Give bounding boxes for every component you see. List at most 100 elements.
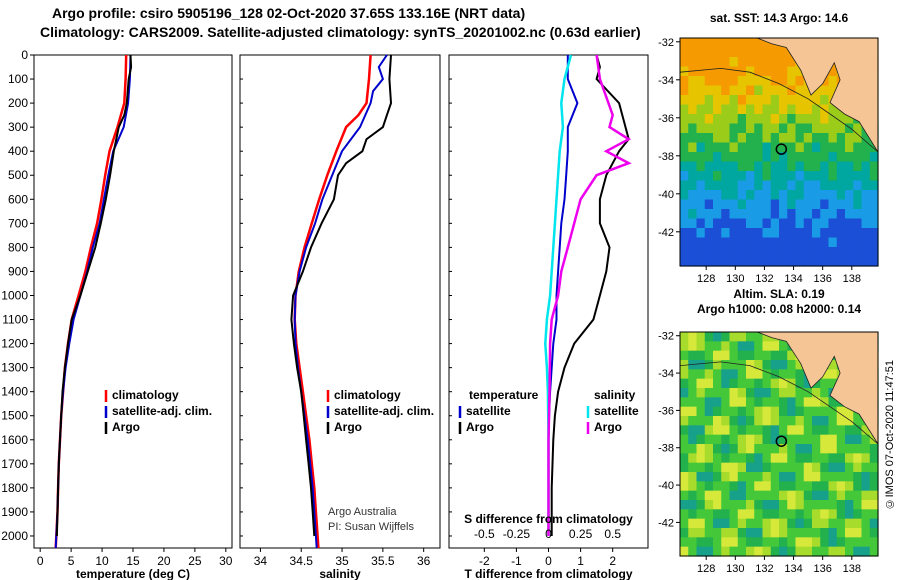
map-cell (853, 190, 863, 201)
map-cell (836, 406, 846, 417)
map-cell (787, 397, 797, 408)
map-cell (680, 114, 689, 125)
map-cell (721, 228, 731, 239)
map-cell (770, 104, 780, 115)
map-cell (688, 57, 698, 68)
map-cell (853, 546, 863, 557)
map-cell (812, 114, 821, 125)
map-cell (729, 133, 739, 144)
map-cell (713, 434, 722, 445)
map-cell (680, 228, 689, 239)
map-cell (853, 416, 863, 426)
map-cell (696, 332, 706, 342)
map-cell (696, 509, 706, 520)
title-line1: Argo profile: csiro 5905196_128 02-Oct-2… (52, 5, 526, 21)
map-cell (746, 453, 755, 464)
map-cell (737, 472, 747, 482)
map-cell (836, 509, 846, 520)
lon-tick-label: 134 (784, 563, 802, 575)
map-cell (803, 95, 813, 106)
map-cell (737, 434, 747, 445)
map-cell (795, 104, 805, 115)
map-cell (795, 228, 805, 239)
map-cell (803, 406, 813, 417)
map-cell (688, 237, 698, 248)
map-cell (729, 256, 739, 267)
map-cell (746, 218, 755, 229)
map-cell (696, 537, 706, 548)
map-cell (795, 161, 805, 172)
map-cell (812, 490, 821, 501)
map-cell (836, 152, 846, 163)
map-cell (836, 218, 846, 229)
map-cell (713, 369, 722, 380)
map-cell (787, 57, 797, 68)
map-cell (746, 360, 755, 370)
map-cell (713, 237, 722, 248)
map-cell (770, 350, 780, 361)
map-cell (729, 152, 739, 163)
map-cell (770, 114, 780, 125)
map-cell (845, 453, 854, 464)
map-cell (812, 209, 821, 220)
map-cell (737, 388, 747, 398)
map-cell (746, 434, 755, 445)
map-cell (696, 66, 706, 77)
map-cell (754, 180, 764, 191)
series-line-satellite-adj-clim- (293, 54, 388, 549)
map-cell (795, 416, 805, 426)
map-cell (812, 425, 821, 436)
map-cell (795, 462, 805, 473)
map-cell (770, 481, 780, 492)
map-cell (688, 360, 698, 370)
argo-marker (775, 143, 788, 155)
map-cell (696, 152, 706, 163)
map-cell (820, 104, 830, 115)
map-cell (803, 490, 813, 501)
map-cell (828, 378, 838, 389)
x-tick-label: 0 (545, 554, 552, 568)
map-cell (853, 247, 863, 258)
map-cell (680, 378, 689, 389)
map-cell (787, 481, 797, 492)
map-cell (770, 537, 780, 548)
legend-temp-header: temperature (469, 388, 539, 402)
map-cell (680, 462, 689, 473)
map-cell (746, 190, 755, 201)
map-cell (770, 453, 780, 464)
y-tick-label: 1500 (1, 409, 28, 423)
lat-tick-label: -42 (658, 517, 674, 529)
map-cell (721, 209, 731, 220)
map-cell (680, 472, 689, 482)
x-tick-label: 10 (95, 554, 109, 568)
map-cell (688, 161, 698, 172)
map-cell (680, 190, 689, 201)
map-cell (754, 190, 764, 201)
map-cell (680, 218, 689, 229)
map-cell (680, 369, 689, 380)
map-cell (688, 546, 698, 557)
map-cell (845, 481, 854, 492)
map-cell (812, 190, 821, 201)
map-cell (680, 341, 689, 352)
map-cell (737, 500, 747, 510)
map-cell (795, 66, 805, 77)
map-cell (770, 378, 780, 389)
map-cell (845, 500, 854, 510)
map-cell (779, 209, 788, 220)
map-cell (688, 171, 698, 182)
map-cell (737, 406, 747, 417)
map-cell (754, 528, 764, 538)
map-cell (762, 123, 772, 134)
map-cell (803, 104, 813, 115)
map-cell (713, 142, 722, 153)
map-cell (680, 85, 689, 96)
map-cell (820, 209, 830, 220)
map-cell (721, 406, 731, 417)
map-cell (721, 114, 731, 125)
map-cell (836, 114, 846, 125)
map-cell (762, 114, 772, 125)
map-cell (721, 171, 731, 182)
map-cell (762, 228, 772, 239)
map-cell (795, 85, 805, 96)
